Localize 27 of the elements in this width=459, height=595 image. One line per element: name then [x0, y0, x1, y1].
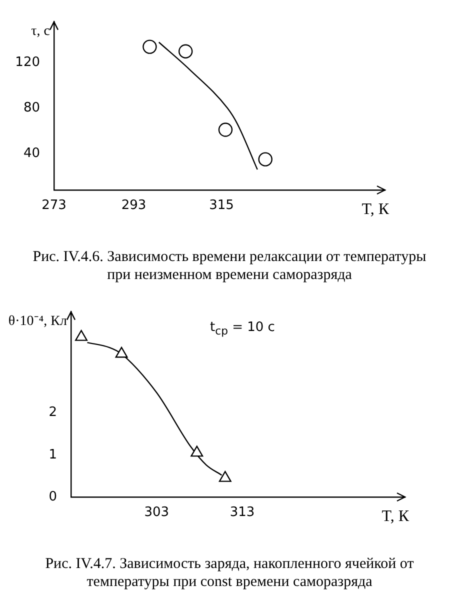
point — [115, 346, 128, 358]
x-tick-label: 273 — [42, 198, 66, 214]
y-tick-label: 1 — [48, 447, 57, 462]
annotation: t$_{ср}$ = 10 с — [210, 320, 275, 338]
point — [142, 40, 157, 54]
line-series — [158, 42, 258, 170]
x-tick-label: 313 — [230, 505, 255, 520]
x-tick-label: 293 — [121, 198, 146, 214]
x-axis-title: T, К — [362, 201, 389, 219]
text: Рис. IV.4.6. Зависимость времени релаксации от температуры при неизменном времени саморазряда — [32, 248, 428, 284]
x-tick-label: 315 — [209, 198, 234, 214]
point — [75, 330, 88, 341]
x-axis-title: T, К — [382, 508, 409, 526]
point — [190, 446, 204, 457]
y-tick-label: 80 — [23, 100, 40, 116]
point — [178, 44, 193, 58]
x-tick-label: 303 — [144, 505, 170, 520]
y-axis-title: θ·10⁻⁴, Кл — [8, 312, 67, 331]
y-axis-title: τ, с — [31, 22, 50, 41]
y-tick-label: 0 — [48, 489, 57, 504]
point — [258, 152, 272, 166]
point — [218, 470, 232, 482]
y-tick-label: 40 — [23, 146, 40, 162]
point — [218, 122, 233, 137]
y-tick-label: 2 — [48, 405, 57, 420]
text: Рис. IV.4.7. Зависимость заряда, накопленного ячейкой от температуры при const времени саморазряда — [44, 555, 415, 591]
y-tick-label: 120 — [15, 55, 40, 70]
